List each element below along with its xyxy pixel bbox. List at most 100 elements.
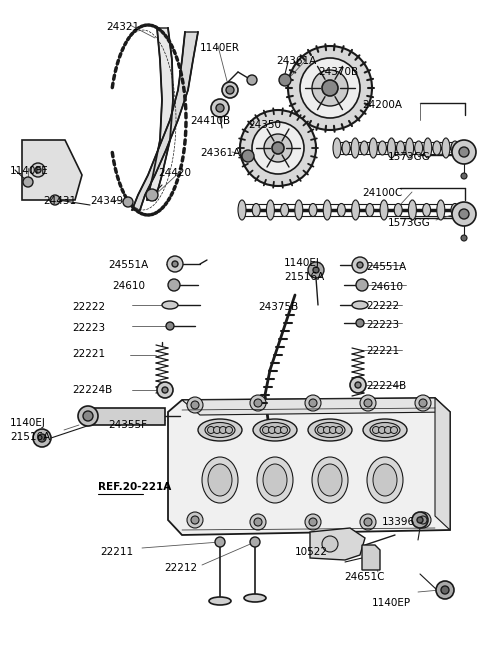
Ellipse shape (244, 594, 266, 602)
Polygon shape (310, 528, 365, 560)
Circle shape (336, 426, 343, 434)
Circle shape (219, 426, 227, 434)
Circle shape (379, 426, 385, 434)
Text: 24370B: 24370B (318, 67, 358, 77)
Circle shape (459, 209, 469, 219)
Ellipse shape (351, 200, 360, 220)
Circle shape (317, 426, 324, 434)
Circle shape (452, 140, 476, 164)
Text: 24355F: 24355F (108, 420, 147, 430)
Circle shape (305, 514, 321, 530)
Text: 22221: 22221 (72, 349, 105, 359)
Text: 24651C: 24651C (344, 572, 384, 582)
Ellipse shape (424, 138, 432, 158)
Polygon shape (147, 28, 173, 200)
Ellipse shape (396, 141, 405, 155)
Circle shape (280, 426, 288, 434)
Text: 22224B: 22224B (366, 381, 406, 391)
Ellipse shape (281, 204, 288, 217)
Text: 22211: 22211 (100, 547, 133, 557)
Circle shape (226, 86, 234, 94)
Circle shape (83, 411, 93, 421)
Circle shape (78, 406, 98, 426)
Ellipse shape (442, 138, 450, 158)
Text: 22224B: 22224B (72, 385, 112, 395)
Text: 1140ER: 1140ER (200, 43, 240, 53)
Ellipse shape (266, 200, 275, 220)
Ellipse shape (363, 419, 407, 441)
Circle shape (308, 262, 324, 278)
Circle shape (191, 401, 199, 409)
Circle shape (313, 267, 319, 273)
Ellipse shape (252, 204, 260, 217)
Text: 21516A: 21516A (284, 272, 324, 282)
Ellipse shape (451, 204, 459, 217)
Circle shape (35, 167, 41, 173)
Ellipse shape (351, 138, 359, 158)
Text: 1140EJ: 1140EJ (10, 418, 46, 428)
Ellipse shape (370, 422, 400, 438)
Text: 22222: 22222 (72, 302, 105, 312)
Polygon shape (90, 408, 165, 425)
Ellipse shape (323, 200, 331, 220)
Ellipse shape (433, 141, 441, 155)
Polygon shape (182, 398, 450, 415)
Circle shape (242, 150, 254, 162)
Circle shape (275, 426, 281, 434)
Ellipse shape (318, 464, 342, 496)
Circle shape (322, 536, 338, 552)
Circle shape (305, 395, 321, 411)
Ellipse shape (333, 138, 341, 158)
Text: 24610: 24610 (112, 281, 145, 291)
Circle shape (250, 537, 260, 547)
Circle shape (309, 399, 317, 407)
Circle shape (191, 516, 199, 524)
Circle shape (252, 122, 304, 174)
Ellipse shape (263, 464, 287, 496)
Text: 22223: 22223 (72, 323, 105, 333)
Ellipse shape (422, 204, 431, 217)
Text: 24420: 24420 (158, 168, 191, 178)
Circle shape (322, 80, 338, 96)
Ellipse shape (360, 141, 368, 155)
Ellipse shape (373, 464, 397, 496)
Circle shape (459, 147, 469, 157)
Text: 24100C: 24100C (362, 188, 402, 198)
Circle shape (254, 399, 262, 407)
Ellipse shape (378, 141, 386, 155)
Circle shape (461, 173, 467, 179)
Circle shape (415, 512, 431, 528)
Text: 1140EJ: 1140EJ (284, 258, 320, 268)
Ellipse shape (369, 138, 377, 158)
Circle shape (309, 518, 317, 526)
Circle shape (350, 377, 366, 393)
Text: 24410B: 24410B (190, 116, 230, 126)
Circle shape (263, 426, 269, 434)
Text: 1140FE: 1140FE (10, 166, 49, 176)
Circle shape (215, 537, 225, 547)
Text: 24321: 24321 (106, 22, 139, 32)
Circle shape (254, 518, 262, 526)
Circle shape (187, 512, 203, 528)
Circle shape (417, 517, 423, 523)
Text: 22222: 22222 (366, 301, 399, 311)
Circle shape (391, 426, 397, 434)
Ellipse shape (315, 422, 345, 438)
Circle shape (312, 70, 348, 106)
Circle shape (222, 82, 238, 98)
Circle shape (226, 426, 232, 434)
Circle shape (250, 514, 266, 530)
Ellipse shape (337, 204, 346, 217)
Circle shape (23, 177, 33, 187)
Ellipse shape (198, 419, 242, 441)
Circle shape (415, 395, 431, 411)
Circle shape (157, 382, 173, 398)
Ellipse shape (208, 464, 232, 496)
Circle shape (168, 279, 180, 291)
Text: 24361A: 24361A (276, 56, 316, 66)
Ellipse shape (366, 204, 374, 217)
Circle shape (288, 46, 372, 130)
Polygon shape (132, 32, 198, 210)
Ellipse shape (209, 597, 231, 605)
Circle shape (384, 426, 392, 434)
